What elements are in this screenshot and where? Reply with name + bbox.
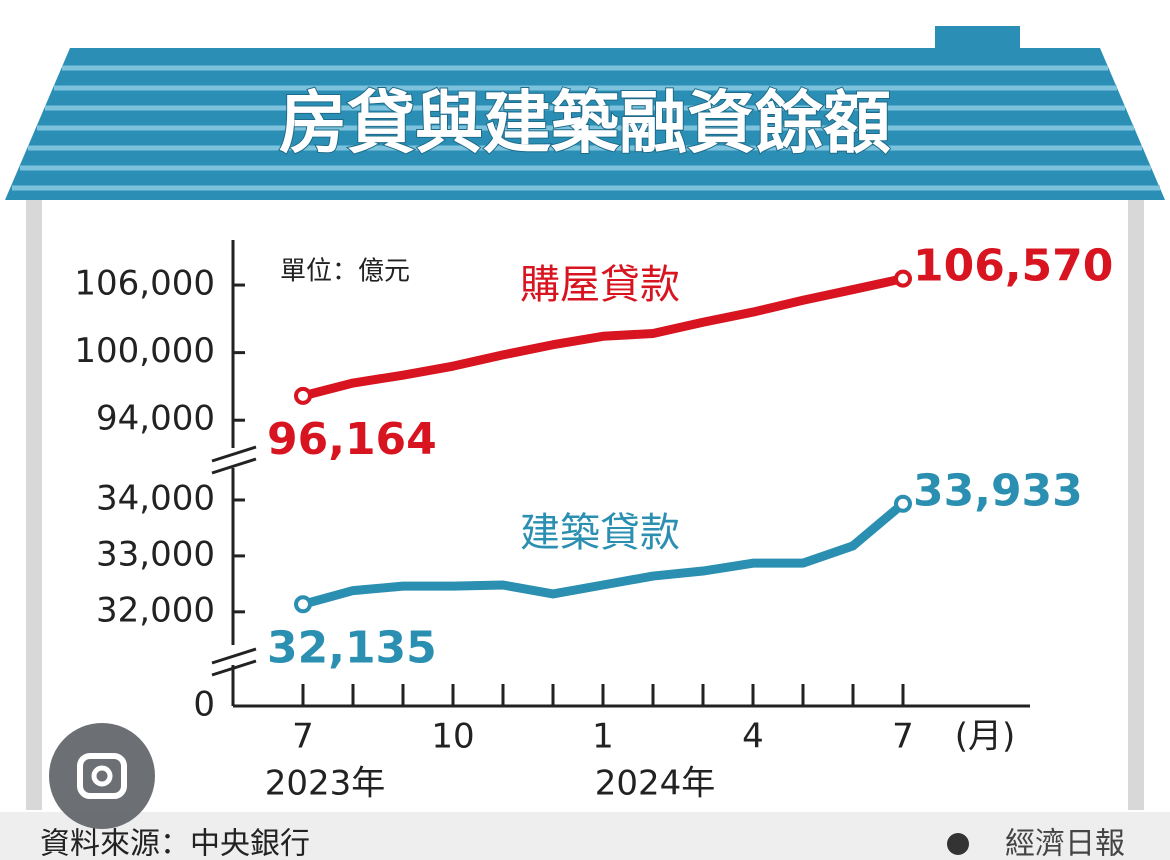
publisher: 經濟日報 — [1005, 827, 1125, 860]
x-unit: (月) — [955, 717, 1016, 757]
unit-note: 單位：億元 — [280, 257, 410, 287]
axis-break — [211, 647, 257, 665]
series-line — [298, 499, 908, 609]
axis-break — [211, 659, 257, 677]
wall-right — [1128, 200, 1144, 810]
x-tick-label: 1 — [592, 717, 614, 757]
year-label: 2024年 — [595, 764, 716, 804]
series-name: 購屋貸款 — [520, 262, 680, 308]
value-label: 32,135 — [267, 622, 437, 673]
y-tick-label: 0 — [193, 685, 215, 725]
end-point — [894, 269, 912, 288]
value-label: 96,164 — [267, 414, 437, 465]
source: 資料來源：中央銀行 — [40, 827, 310, 860]
y-tick-label: 94,000 — [96, 399, 215, 439]
lens-icon — [77, 753, 127, 799]
x-tick-label: 4 — [742, 717, 764, 757]
y-tick-label: 34,000 — [96, 478, 215, 518]
x-tick-label: 10 — [431, 717, 474, 757]
chart-title: 房貸與建築融資餘額 — [279, 85, 891, 164]
lens-icon-center — [91, 765, 113, 787]
roof-stripes — [12, 65, 1160, 191]
lens-button[interactable] — [49, 723, 155, 829]
y-tick-label: 32,000 — [96, 590, 215, 630]
y-tick-label: 33,000 — [96, 534, 215, 574]
value-label: 33,933 — [913, 466, 1083, 517]
x-tick-label: 7 — [892, 717, 914, 757]
series-line — [298, 274, 908, 401]
end-point — [294, 386, 312, 405]
year-label: 2023年 — [265, 764, 386, 804]
publisher-logo — [947, 833, 969, 855]
series-name: 建築貸款 — [520, 510, 680, 556]
value-label: 106,570 — [913, 241, 1113, 292]
wall-left — [26, 200, 42, 810]
axis-break — [211, 445, 257, 463]
footer — [0, 812, 1170, 860]
y-tick-label: 100,000 — [74, 331, 215, 371]
end-point — [894, 494, 912, 513]
end-point — [294, 595, 312, 614]
axis-break — [211, 457, 257, 475]
y-tick-label: 106,000 — [74, 264, 215, 304]
x-tick-label: 7 — [292, 717, 314, 757]
